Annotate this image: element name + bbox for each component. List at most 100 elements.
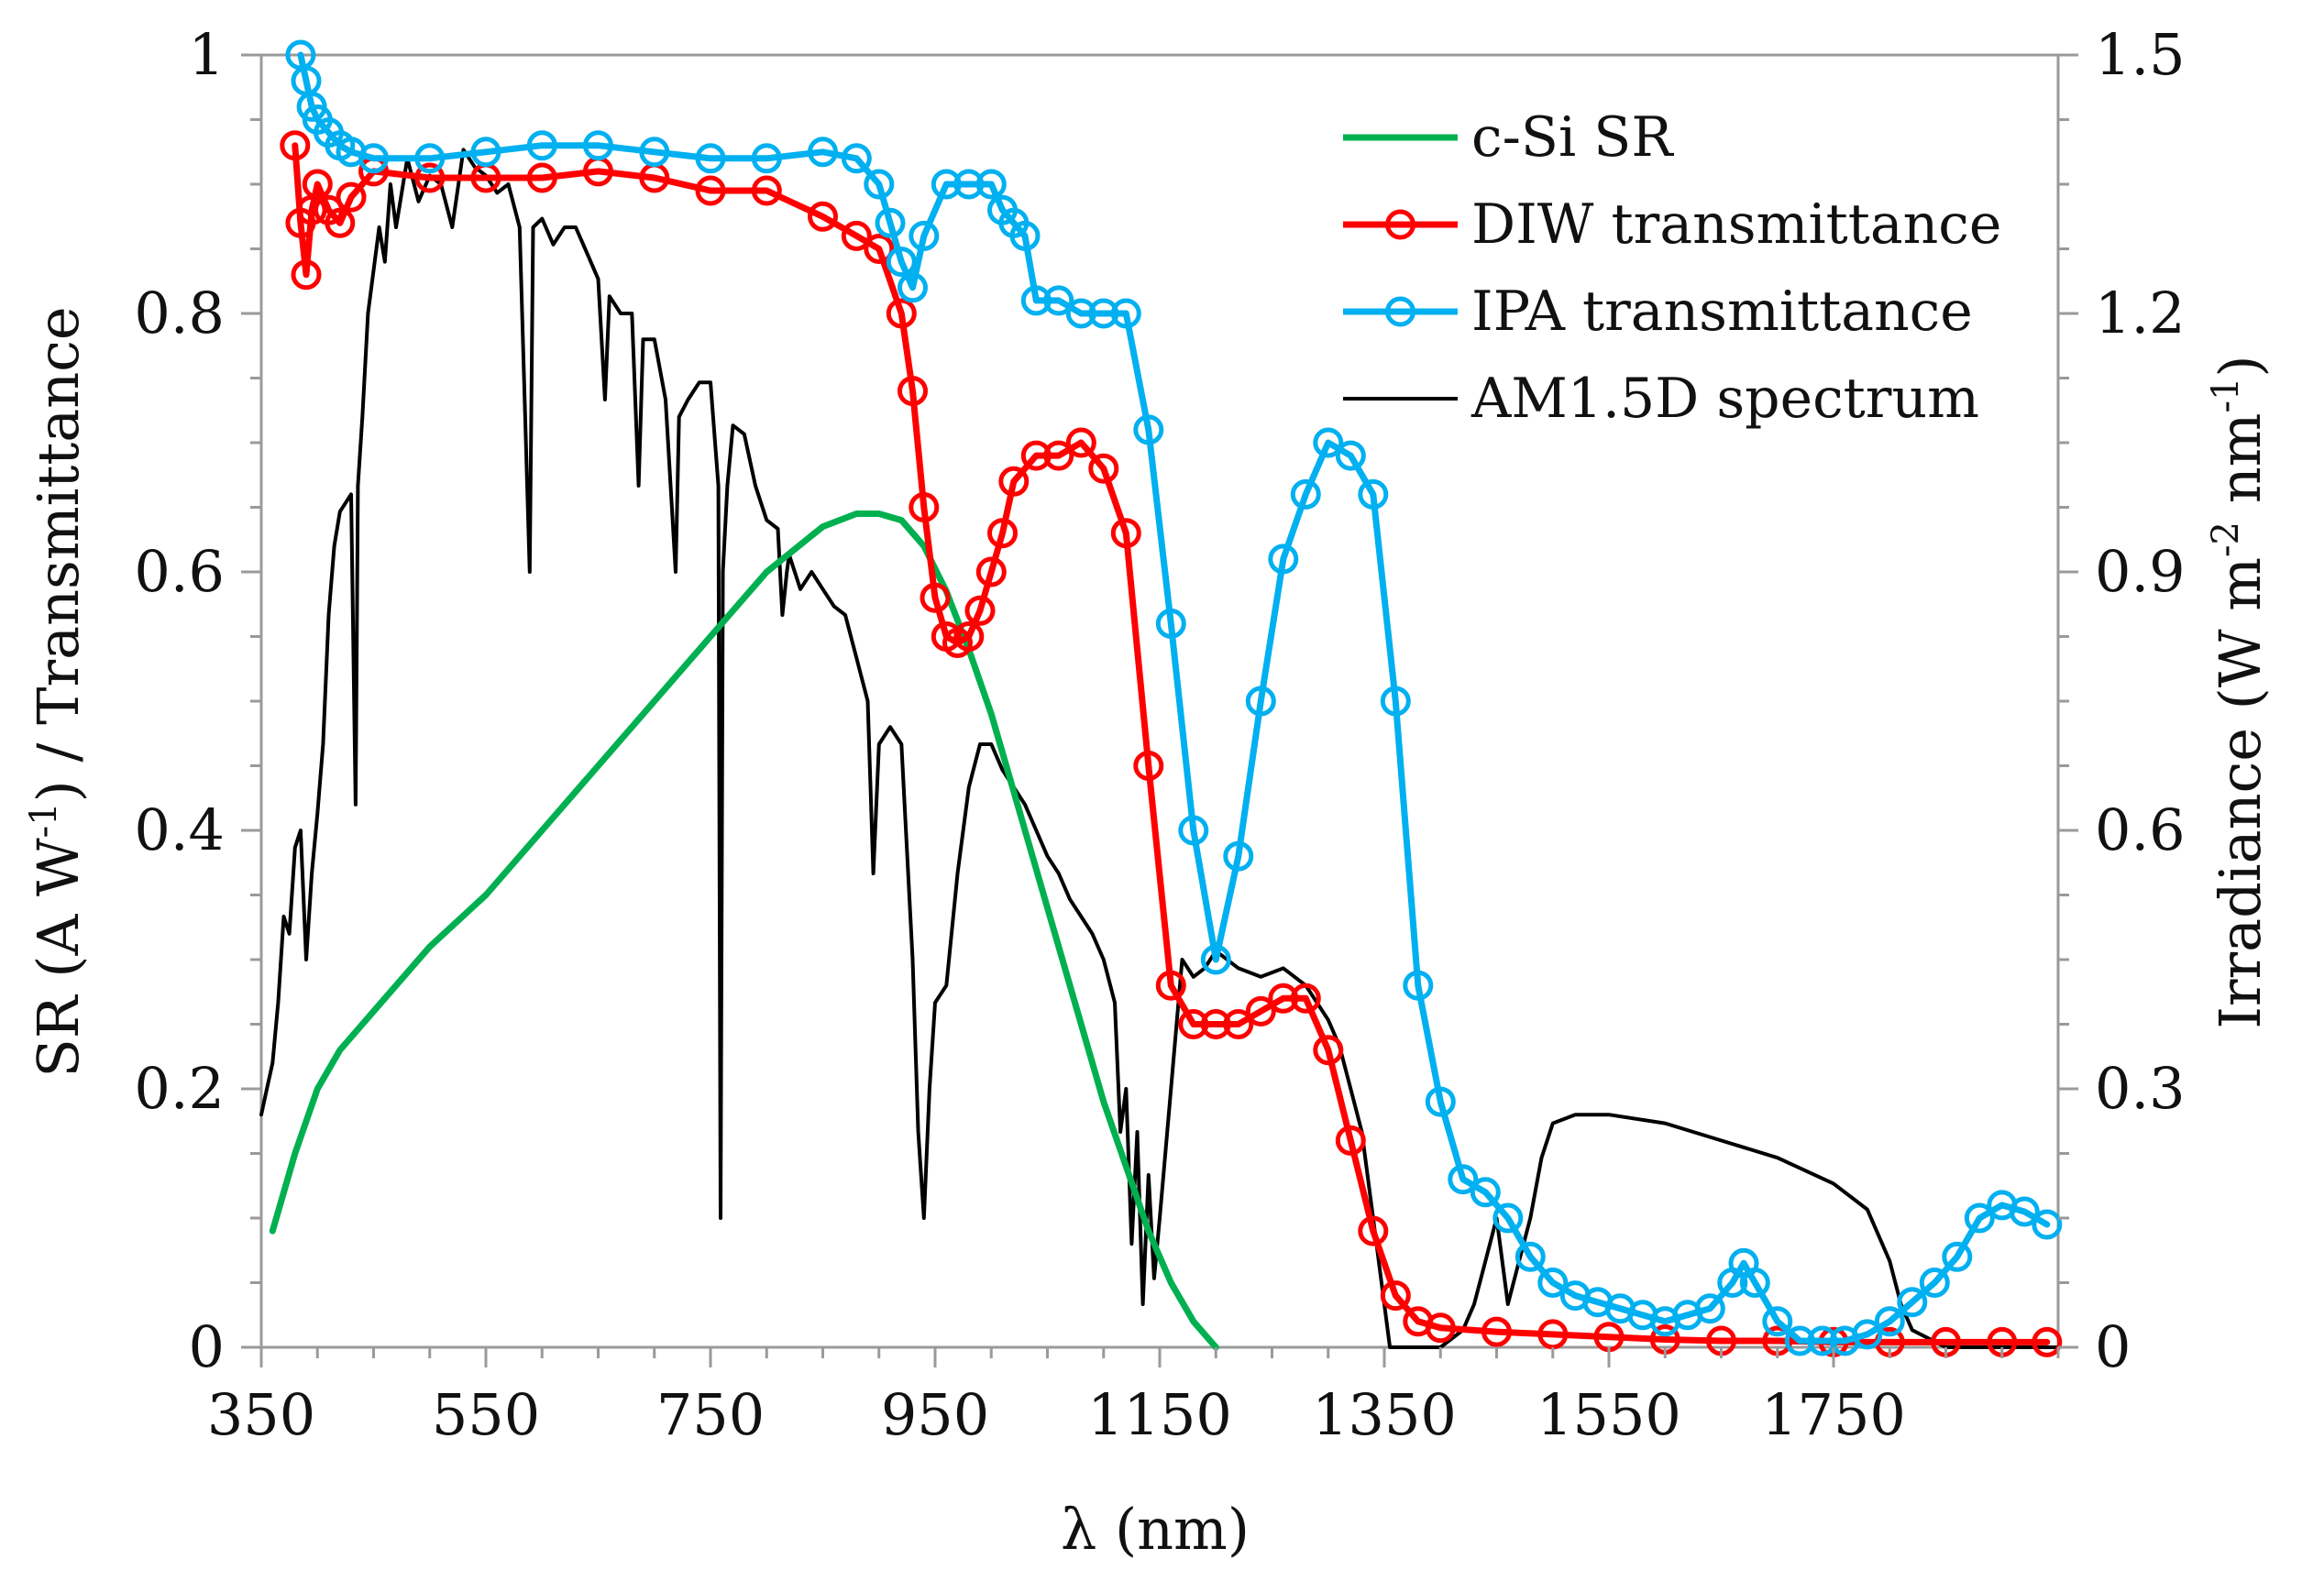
y-tick-label: 0.8: [134, 280, 225, 346]
data-point: [414, 143, 446, 174]
data-point: [841, 220, 872, 251]
data-point: [975, 556, 1007, 587]
series-ipa-transmittance: [285, 39, 2063, 1356]
data-point: [1964, 1202, 1995, 1234]
data-point: [1313, 1035, 1344, 1066]
legend-label: c-Si SR: [1471, 105, 1674, 170]
data-point: [1425, 1086, 1456, 1117]
data-point: [1739, 1268, 1770, 1298]
y-axis-title-part-a: SR (A W: [25, 838, 92, 1078]
data-point: [998, 466, 1030, 497]
data-point: [1537, 1268, 1569, 1298]
series-layer: [259, 39, 2063, 1357]
data-point: [1425, 1312, 1456, 1344]
data-point: [2009, 1196, 2040, 1227]
data-point: [1245, 686, 1276, 717]
data-point: [953, 621, 985, 652]
data-point: [2032, 1326, 2063, 1357]
data-point: [909, 220, 940, 251]
data-point: [1335, 1125, 1366, 1156]
data-point: [325, 207, 356, 238]
y2-axis-title: Irradiance (W m-2 nm-1): [2205, 355, 2274, 1028]
data-point: [1245, 995, 1276, 1027]
y2-axis-title-part-b: ): [2207, 355, 2274, 377]
x-axis-title: λ (nm): [1061, 1496, 1250, 1563]
data-point: [886, 247, 917, 278]
data-point: [1784, 1325, 1815, 1356]
data-point: [1481, 1316, 1512, 1347]
y2-tick-label: 0.3: [2095, 1055, 2186, 1122]
y2-tick-label: 0.9: [2095, 538, 2186, 605]
data-point: [751, 175, 782, 206]
data-point: [1313, 427, 1344, 458]
legend: c-Si SR DIW transmittance IPA transmittanc…: [1343, 105, 2001, 431]
data-point: [975, 169, 1007, 200]
y-tick-label: 0.2: [134, 1055, 225, 1122]
data-point: [1380, 1280, 1411, 1312]
x-tick-label: 550: [432, 1381, 540, 1448]
legend-item: c-Si SR: [1343, 105, 1674, 170]
data-point: [1020, 285, 1052, 316]
data-point: [583, 130, 613, 161]
data-point: [1200, 1009, 1231, 1039]
data-point: [1380, 686, 1411, 717]
data-point: [1020, 440, 1052, 471]
y-tick-label: 0.6: [134, 538, 225, 605]
y2-tick-label: 0.6: [2095, 796, 2186, 863]
data-point: [1448, 1164, 1479, 1195]
data-point: [1043, 285, 1074, 316]
y2-axis-title-superscript-2: -1: [2205, 378, 2247, 413]
data-point: [336, 181, 367, 213]
data-point: [302, 169, 333, 200]
data-point: [1268, 983, 1299, 1014]
data-point: [1088, 298, 1119, 329]
data-point: [898, 376, 928, 407]
series-c-si-sr: [269, 511, 1219, 1351]
data-point: [953, 169, 985, 200]
data-point: [1155, 608, 1186, 639]
data-point: [987, 518, 1018, 549]
y2-tick-label: 0: [2095, 1313, 2131, 1380]
data-point: [1133, 414, 1164, 445]
series-diw-transmittance: [280, 130, 2063, 1357]
data-point: [414, 162, 446, 193]
data-point: [1335, 440, 1366, 471]
x-tick-label: 1350: [1312, 1381, 1457, 1448]
data-point: [291, 259, 322, 291]
data-point: [1290, 983, 1321, 1014]
data-point: [470, 137, 501, 168]
series-line: [269, 511, 1219, 1351]
legend-swatch-marker: [1385, 209, 1415, 240]
data-point: [358, 143, 389, 174]
data-point: [1155, 970, 1186, 1001]
legend-label: DIW transmittance: [1471, 192, 2001, 257]
data-point: [1537, 1319, 1569, 1350]
legend-item: IPA transmittance: [1343, 280, 1973, 344]
data-point: [1919, 1268, 1950, 1298]
y2-axis-title-part-a: Irradiance (W m: [2207, 557, 2274, 1029]
data-point: [1514, 1241, 1546, 1272]
y-tick-label: 0.4: [134, 796, 225, 863]
data-point: [526, 162, 557, 193]
data-point: [909, 492, 940, 522]
y-axis-title-part-b: ) / Transmittance: [25, 306, 92, 802]
axes-layer: 350 550 750 950 1150 1350 1550 1750 0 0.2 0.4 0.6 0.…: [134, 21, 2185, 1448]
legend-label: IPA transmittance: [1471, 280, 1973, 344]
data-point: [920, 582, 951, 613]
data-point: [526, 130, 557, 161]
data-point: [280, 130, 311, 161]
x-tick-label: 950: [881, 1381, 989, 1448]
data-point: [695, 143, 726, 174]
data-point: [886, 298, 917, 329]
data-point: [1492, 1202, 1524, 1234]
data-point: [1110, 298, 1141, 329]
data-point: [1762, 1306, 1793, 1337]
data-point: [1942, 1241, 1973, 1272]
data-point: [808, 201, 838, 232]
x-tick-label: 750: [656, 1381, 765, 1448]
data-point: [1358, 478, 1389, 510]
data-point: [1403, 970, 1434, 1001]
data-point: [864, 169, 895, 200]
data-point: [1043, 440, 1074, 471]
